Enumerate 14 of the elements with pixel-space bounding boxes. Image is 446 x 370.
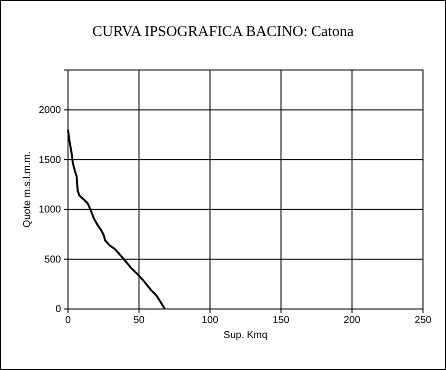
x-tick-label: 0 <box>65 315 72 326</box>
y-tick-label: 1000 <box>38 204 62 216</box>
chart-title: CURVA IPSOGRAFICA BACINO: Catona <box>92 24 354 40</box>
y-tick-label: 1500 <box>38 154 62 166</box>
y-tick-label: 2000 <box>38 105 62 116</box>
x-tick-label: 50 <box>133 315 145 326</box>
x-tick-label: 100 <box>202 315 219 326</box>
y-tick-label: 0 <box>55 304 62 316</box>
y-axis-title: Quote m.s.l.m.m. <box>22 151 33 228</box>
x-axis-title: Sup. Kmq <box>224 330 268 341</box>
x-tick-label: 250 <box>414 315 432 326</box>
y-tick-label: 500 <box>44 254 62 266</box>
x-tick-label: 150 <box>272 315 290 326</box>
x-tick-label: 200 <box>344 315 361 326</box>
